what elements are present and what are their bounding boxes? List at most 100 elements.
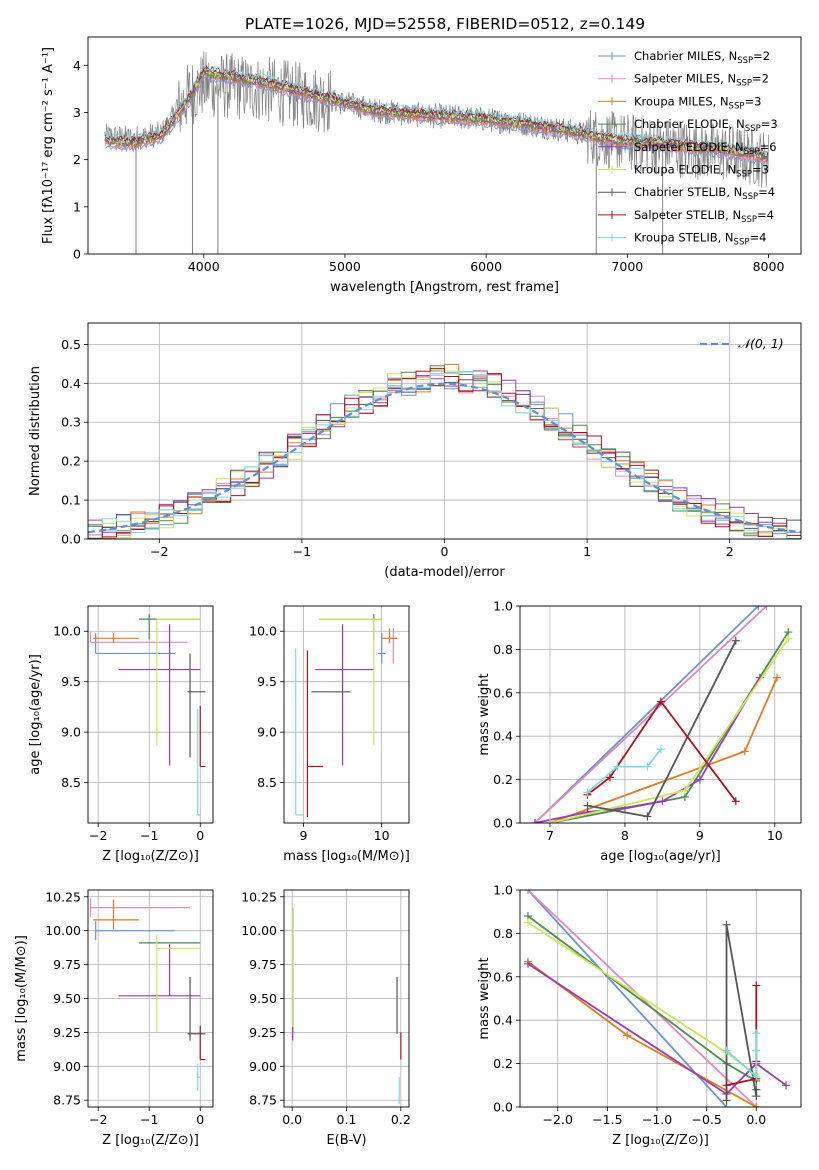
y-tick-label: 0.0 bbox=[61, 532, 81, 547]
legend: Chabrier MILES, NSSP=2 Salpeter MILES, NS… bbox=[598, 49, 778, 248]
x-axis-label: age [log₁₀(age/yr)] bbox=[600, 849, 721, 864]
error-point bbox=[199, 1025, 206, 1061]
error-point bbox=[118, 624, 201, 766]
ticks bbox=[84, 64, 769, 258]
series-marker bbox=[523, 890, 532, 894]
plot-area bbox=[292, 907, 402, 1105]
series-marker bbox=[752, 1103, 761, 1107]
series-marker bbox=[530, 819, 539, 823]
legend-label: Salpeter STELIB, NSSP=4 bbox=[634, 208, 774, 225]
x-axis-label: Z [log₁₀(Z/Z⊙)] bbox=[102, 1133, 199, 1148]
y-axis-label: Flux [fλ10⁻¹⁷ erg cm⁻² s⁻¹ A⁻¹] bbox=[41, 47, 56, 244]
series-line bbox=[527, 890, 728, 1107]
x-tick-label: 0.0 bbox=[746, 1112, 766, 1127]
y-tick-label: 9.0 bbox=[257, 725, 277, 740]
x-tick-label: −1.0 bbox=[642, 1112, 672, 1127]
series-marker bbox=[545, 819, 554, 823]
axes-frame bbox=[519, 889, 802, 1108]
axes-frame bbox=[87, 605, 214, 824]
series-marker bbox=[784, 634, 793, 643]
series-line bbox=[527, 921, 757, 1076]
chart-residuals: −2 −1 0 1 2 0.0 0.1 0.2 0.3 0.4 0.5 (data-model)/er… bbox=[28, 322, 802, 580]
grid bbox=[284, 890, 409, 1107]
plot-area bbox=[295, 614, 398, 817]
x-tick-label: −0.5 bbox=[691, 1112, 721, 1127]
y-tick-label: 9.0 bbox=[61, 725, 81, 740]
series-marker bbox=[656, 745, 665, 754]
x-tick-label: −2 bbox=[150, 544, 168, 559]
x-tick-label: 10 bbox=[767, 828, 783, 843]
axes-frame bbox=[283, 605, 410, 824]
legend-label: Salpeter MILES, NSSP=2 bbox=[634, 72, 769, 89]
error-point bbox=[197, 708, 201, 816]
x-tick-label: −2 bbox=[89, 828, 107, 843]
series-line bbox=[586, 699, 737, 802]
error-point bbox=[315, 624, 374, 766]
chart-mass_vs_ebv: 0.0 0.1 0.2 8.75 9.00 9.25 9.50 9.75 10.00 10.25 E… bbox=[241, 889, 411, 1148]
series-marker bbox=[623, 1031, 632, 1040]
y-tick-label: 9.75 bbox=[53, 957, 81, 972]
x-axis-label: (data-model)/error bbox=[384, 565, 505, 580]
error-point bbox=[389, 628, 398, 664]
y-tick-label: 8.75 bbox=[249, 1093, 277, 1108]
x-tick-label: 8000 bbox=[753, 259, 785, 274]
series-marker bbox=[583, 788, 592, 797]
error-point bbox=[89, 898, 191, 918]
error-point bbox=[156, 618, 201, 746]
y-tick-label: 0.6 bbox=[493, 685, 513, 700]
error-point bbox=[306, 650, 324, 817]
x-axis-label: Z [log₁₀(Z/Z⊙)] bbox=[102, 849, 199, 864]
series-marker bbox=[643, 762, 652, 771]
y-tick-label: 0.4 bbox=[493, 1013, 513, 1028]
plot-area bbox=[88, 363, 801, 539]
x-axis-label: mass [log₁₀(M/M⊙)] bbox=[283, 849, 410, 864]
chart-mass_vs_z: −2 −1 0 8.75 9.00 9.25 9.50 9.75 10.00 10.25 Z [lo… bbox=[14, 889, 214, 1148]
y-tick-label: 3 bbox=[73, 105, 81, 120]
series-marker bbox=[656, 697, 665, 706]
x-tick-label: 7000 bbox=[611, 259, 643, 274]
gaussian-curve bbox=[88, 382, 801, 534]
error-point bbox=[381, 628, 398, 644]
spectrum-model-line bbox=[104, 64, 769, 155]
chart-age_vs_mass: 9 10 8.5 9.0 9.5 10.0 mass [log₁₀(M/M⊙)] bbox=[249, 605, 410, 864]
histogram-step-line bbox=[88, 371, 801, 539]
y-tick-label: 0.4 bbox=[493, 729, 513, 744]
series-marker bbox=[752, 1046, 761, 1055]
figure-title: PLATE=1026, MJD=52558, FIBERID=0512, z=0… bbox=[245, 15, 645, 33]
y-tick-label: 10.0 bbox=[53, 624, 81, 639]
y-tick-label: 0 bbox=[73, 247, 81, 262]
series-marker bbox=[762, 606, 771, 610]
y-tick-label: 0.2 bbox=[61, 454, 81, 469]
ticks bbox=[516, 605, 776, 827]
y-tick-label: 1.0 bbox=[493, 599, 513, 614]
y-tick-label: 10.00 bbox=[45, 923, 81, 938]
x-tick-label: 8 bbox=[621, 828, 629, 843]
x-axis-label: Z [log₁₀(Z/Z⊙)] bbox=[612, 1133, 709, 1148]
grid bbox=[88, 890, 213, 1107]
error-point bbox=[156, 934, 201, 1033]
y-tick-label: 9.00 bbox=[53, 1059, 81, 1074]
y-tick-label: 10.0 bbox=[249, 624, 277, 639]
error-point bbox=[93, 633, 140, 644]
x-tick-label: 6000 bbox=[470, 259, 502, 274]
y-axis-label: age [log₁₀(age/yr)] bbox=[28, 654, 43, 775]
legend-label: Kroupa STELIB, NSSP=4 bbox=[634, 231, 766, 248]
series-marker bbox=[523, 959, 532, 968]
y-tick-label: 10.25 bbox=[45, 889, 81, 904]
plot-area bbox=[104, 51, 769, 254]
ticks bbox=[84, 630, 201, 827]
y-axis-label: Normed distribution bbox=[28, 366, 43, 496]
series-marker bbox=[740, 747, 749, 756]
error-point bbox=[95, 633, 175, 655]
legend-label: Chabrier STELIB, NSSP=4 bbox=[634, 185, 775, 202]
y-tick-label: 9.75 bbox=[249, 957, 277, 972]
plot-area bbox=[530, 606, 793, 823]
plot-area bbox=[523, 890, 791, 1107]
plot-area bbox=[89, 614, 206, 816]
legend-label: Chabrier ELODIE, NSSP=3 bbox=[634, 117, 778, 134]
x-tick-label: −1 bbox=[140, 828, 158, 843]
chart-age_vs_z: −2 −1 0 8.5 9.0 9.5 10.0 Z [log₁₀(Z/Z⊙)] age [lo… bbox=[28, 605, 214, 864]
series-line bbox=[534, 606, 759, 823]
series-line bbox=[527, 960, 757, 1107]
